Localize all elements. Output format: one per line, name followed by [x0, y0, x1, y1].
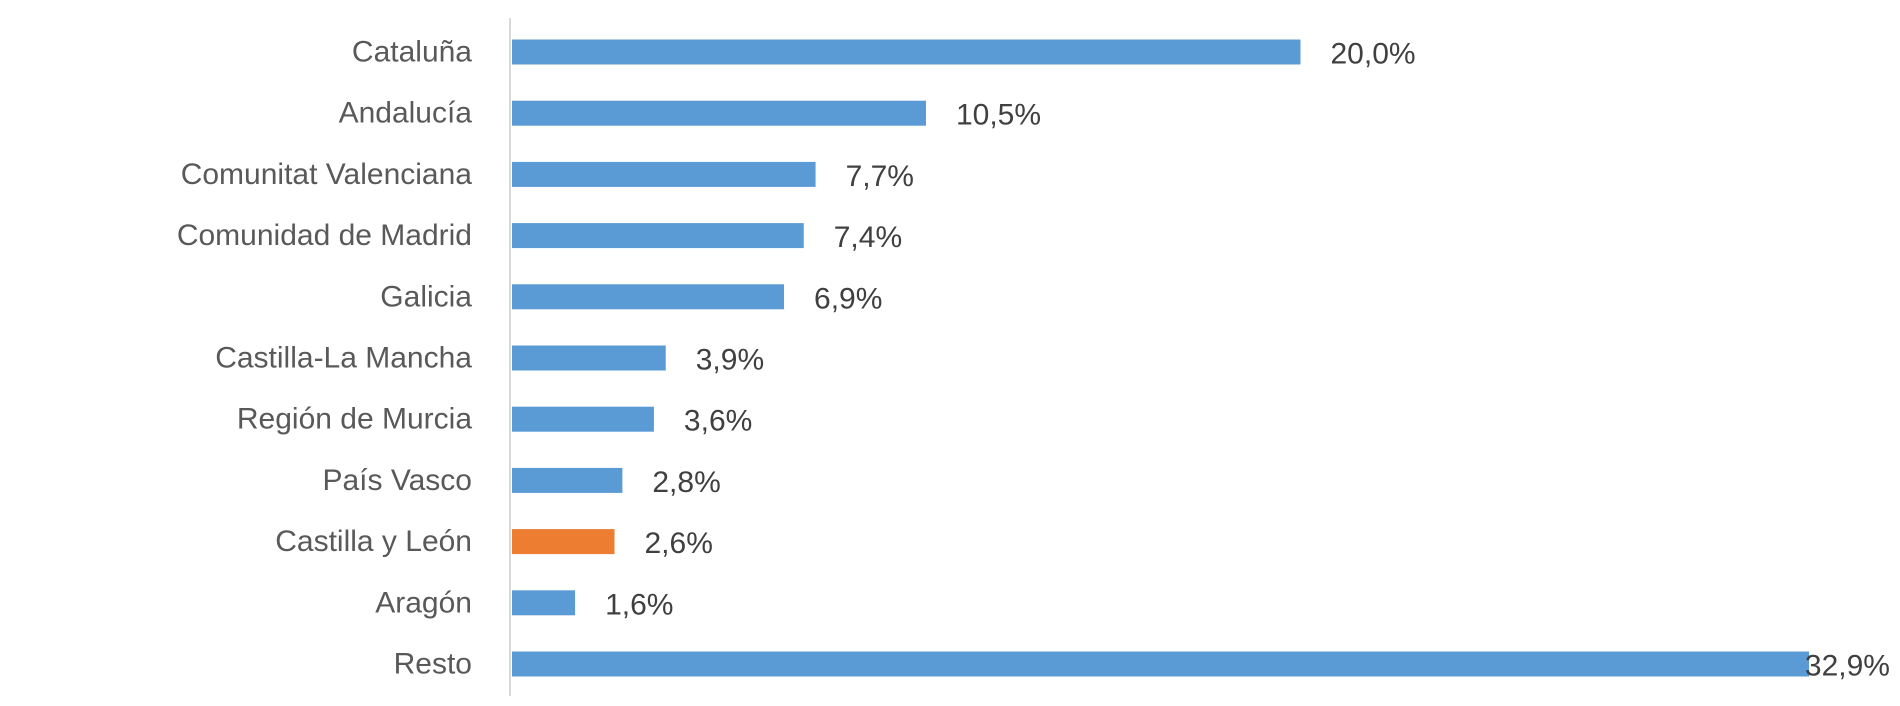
category-labels-layer: Cataluña Andalucía Comunitat Valenciana Com…	[177, 36, 472, 681]
value-label-region-de-murcia: 3,6%	[684, 405, 752, 438]
category-label-galicia: Galicia	[380, 280, 472, 313]
bar-andalucia	[512, 100, 926, 126]
category-label-aragon: Aragón	[375, 586, 472, 619]
category-label-andalucia: Andalucía	[339, 97, 473, 130]
bar-region-de-murcia	[512, 406, 654, 432]
category-label-comunidad-de-madrid: Comunidad de Madrid	[177, 219, 472, 252]
category-label-cataluna: Cataluña	[352, 36, 472, 69]
value-label-galicia: 6,9%	[814, 282, 882, 315]
category-label-comunitat-valenciana: Comunitat Valenciana	[181, 158, 473, 191]
value-label-castilla-y-leon: 2,6%	[645, 527, 713, 560]
value-label-comunidad-de-madrid: 7,4%	[834, 221, 902, 254]
value-label-cataluna: 20,0%	[1330, 38, 1415, 71]
bar-castilla-y-leon	[512, 529, 615, 555]
value-label-comunitat-valenciana: 7,7%	[846, 160, 914, 193]
value-label-andalucia: 10,5%	[956, 99, 1041, 132]
category-label-pais-vasco: País Vasco	[322, 464, 472, 497]
bar-aragon	[512, 590, 576, 616]
category-label-region-de-murcia: Región de Murcia	[237, 403, 472, 436]
bar-cataluna	[512, 39, 1301, 65]
bar-resto	[512, 651, 1810, 677]
bar-comunidad-de-madrid	[512, 223, 804, 249]
value-labels-layer: 20,0% 10,5% 7,7% 7,4% 6,9% 3,9% 3,6% 2,8% 2,6% 1,…	[605, 38, 1890, 683]
category-label-castilla-la-mancha: Castilla-La Mancha	[215, 342, 472, 375]
bar-galicia	[512, 284, 785, 310]
value-label-resto: 32,9%	[1805, 650, 1890, 683]
value-label-aragon: 1,6%	[605, 588, 673, 621]
bar-castilla-la-mancha	[512, 345, 666, 371]
bar-comunitat-valenciana	[512, 161, 816, 187]
category-label-resto: Resto	[394, 648, 472, 681]
bar-pais-vasco	[512, 467, 623, 493]
value-label-pais-vasco: 2,8%	[652, 466, 720, 499]
bars-layer	[512, 39, 1810, 677]
category-label-castilla-y-leon: Castilla y León	[275, 525, 472, 558]
value-label-castilla-la-mancha: 3,9%	[696, 344, 764, 377]
